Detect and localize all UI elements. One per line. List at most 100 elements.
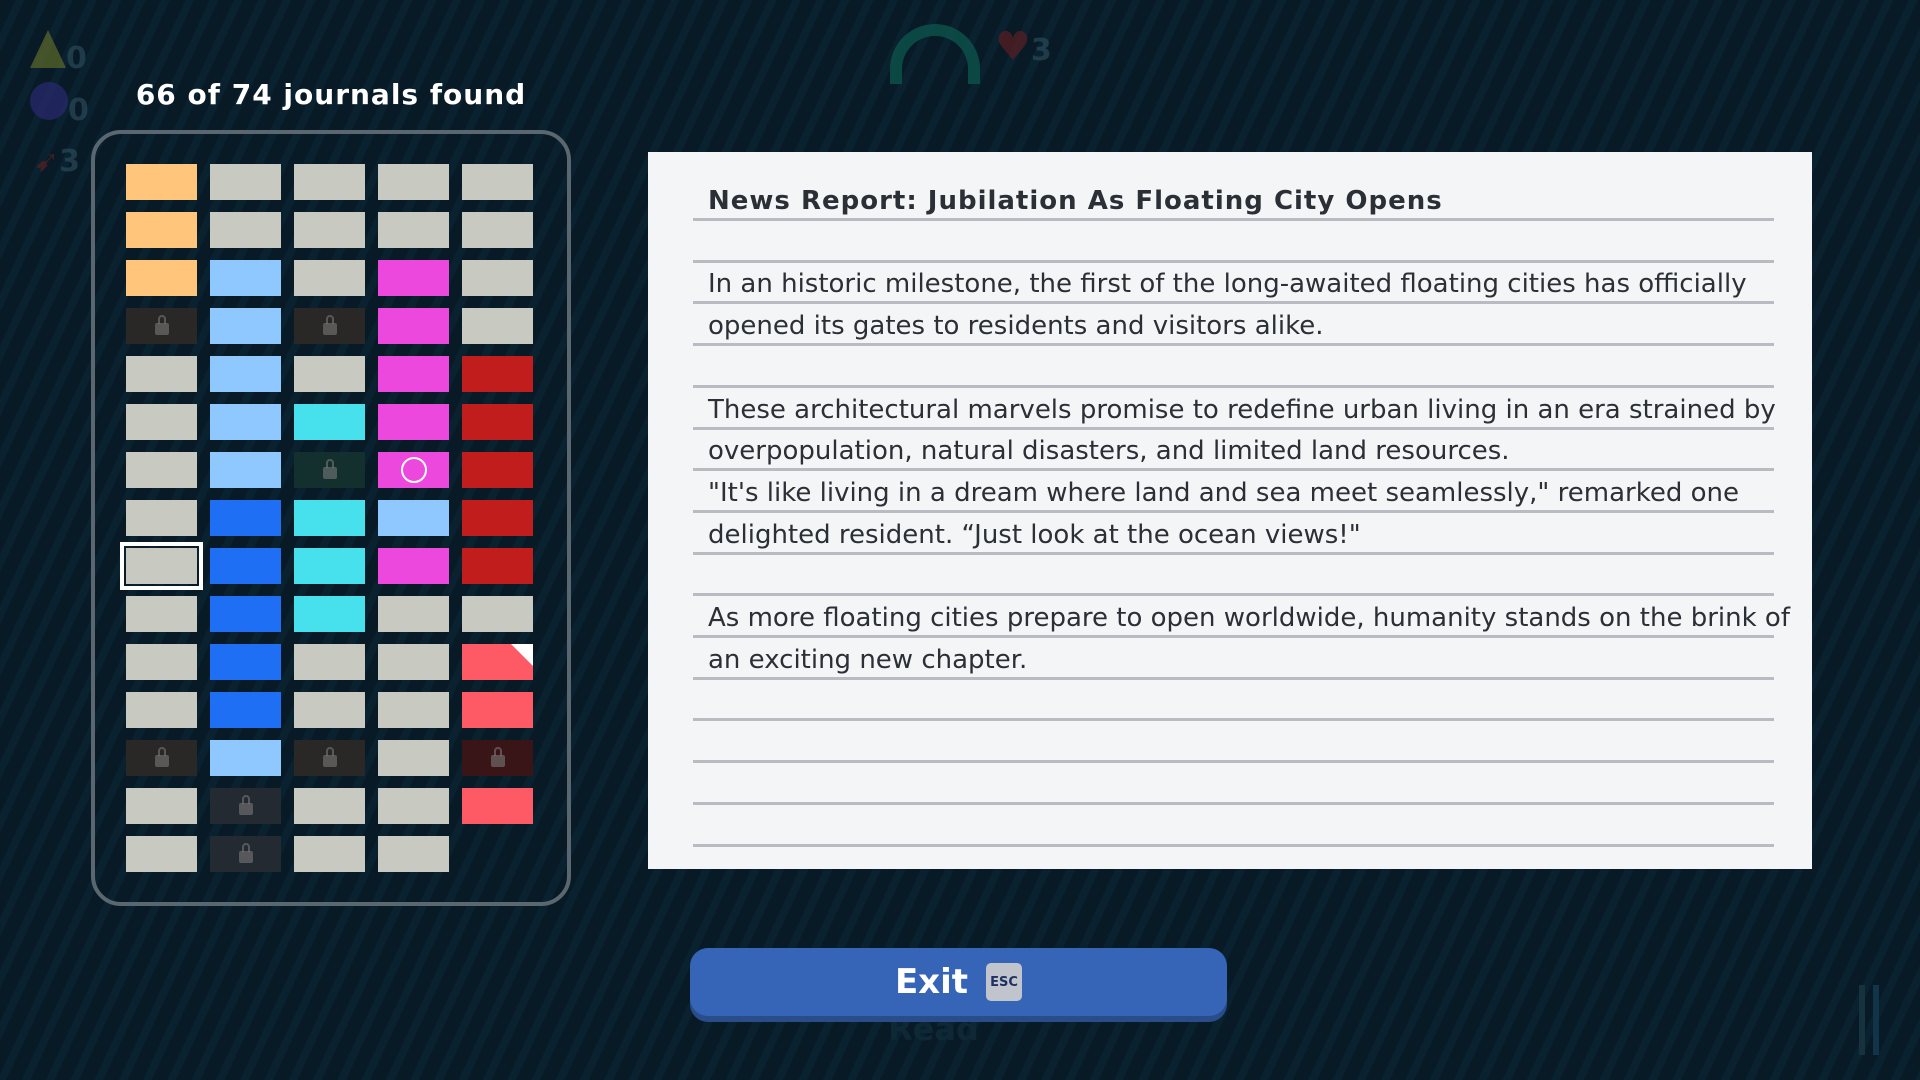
journal-slot[interactable] xyxy=(462,260,533,296)
ruled-line xyxy=(693,468,1774,472)
journal-slot[interactable] xyxy=(210,596,281,632)
lock-icon xyxy=(322,315,337,335)
journal-slot[interactable] xyxy=(210,548,281,584)
ruled-line xyxy=(693,676,1774,680)
journal-slot[interactable] xyxy=(294,788,365,824)
exit-button[interactable]: Exit ESC xyxy=(690,948,1227,1016)
journal-slot[interactable] xyxy=(294,164,365,200)
journal-slot[interactable] xyxy=(126,164,197,200)
journal-slot[interactable] xyxy=(294,548,365,584)
journal-slot[interactable] xyxy=(294,644,365,680)
journal-grid-panel xyxy=(91,130,571,906)
lock-icon xyxy=(238,795,253,815)
journal-slot-locked[interactable] xyxy=(210,836,281,872)
journal-slot[interactable] xyxy=(378,500,449,536)
journal-slot[interactable] xyxy=(378,692,449,728)
journal-slot[interactable] xyxy=(462,404,533,440)
journal-slot[interactable] xyxy=(126,644,197,680)
journal-slot[interactable] xyxy=(462,788,533,824)
lock-icon xyxy=(490,747,505,767)
gauge-icon xyxy=(890,24,980,84)
journal-slot[interactable] xyxy=(378,356,449,392)
journal-slot[interactable] xyxy=(120,542,203,590)
journal-slot-locked[interactable] xyxy=(294,452,365,488)
journal-slot[interactable] xyxy=(126,500,197,536)
ruled-line xyxy=(693,218,1774,221)
journal-slot-locked[interactable] xyxy=(294,740,365,776)
journal-slot[interactable] xyxy=(462,452,533,488)
journal-slot[interactable] xyxy=(126,404,197,440)
journal-slot[interactable] xyxy=(210,164,281,200)
journal-slot[interactable] xyxy=(378,260,449,296)
journal-slot[interactable] xyxy=(210,404,281,440)
ruled-line xyxy=(693,259,1774,263)
journal-slot[interactable] xyxy=(126,596,197,632)
journal-slot[interactable] xyxy=(210,308,281,344)
journal-slot[interactable] xyxy=(294,404,365,440)
journal-slot[interactable] xyxy=(378,788,449,824)
journal-slot[interactable] xyxy=(126,356,197,392)
journal-slot-locked[interactable] xyxy=(462,740,533,776)
volume-slider[interactable] xyxy=(1855,985,1885,1055)
journal-slot[interactable] xyxy=(462,500,533,536)
journal-slot[interactable] xyxy=(378,452,449,488)
journal-slot[interactable] xyxy=(378,836,449,872)
journal-slot[interactable] xyxy=(462,692,533,728)
ruled-line xyxy=(693,593,1774,597)
journal-slot[interactable] xyxy=(294,692,365,728)
journal-slot[interactable] xyxy=(294,836,365,872)
journal-slot[interactable] xyxy=(210,644,281,680)
document-text-line: In an historic milestone, the first of t… xyxy=(708,269,1747,300)
journal-slot[interactable] xyxy=(210,452,281,488)
triangle-counter: 0 xyxy=(30,30,87,76)
journal-document: News Report: Jubilation As Floating City… xyxy=(648,152,1812,869)
journal-slot[interactable] xyxy=(210,260,281,296)
document-title: News Report: Jubilation As Floating City… xyxy=(708,186,1443,216)
journal-slot[interactable] xyxy=(462,356,533,392)
journal-slot[interactable] xyxy=(210,356,281,392)
journal-slot[interactable] xyxy=(294,596,365,632)
journal-slot[interactable] xyxy=(378,548,449,584)
ruled-line xyxy=(693,509,1774,513)
journal-slot[interactable] xyxy=(210,692,281,728)
journal-slot-locked[interactable] xyxy=(126,308,197,344)
journal-slot[interactable] xyxy=(210,212,281,248)
journal-slot[interactable] xyxy=(210,500,281,536)
journal-slot[interactable] xyxy=(294,356,365,392)
journal-slot-locked[interactable] xyxy=(126,740,197,776)
journal-slot-locked[interactable] xyxy=(294,308,365,344)
journal-slot[interactable] xyxy=(378,740,449,776)
journal-slot[interactable] xyxy=(294,500,365,536)
journal-slot[interactable] xyxy=(126,260,197,296)
journal-slot[interactable] xyxy=(378,308,449,344)
ball-counter: 0 xyxy=(30,82,89,128)
journal-slot[interactable] xyxy=(378,212,449,248)
journal-slot[interactable] xyxy=(126,212,197,248)
journal-slot[interactable] xyxy=(126,836,197,872)
journal-slot[interactable] xyxy=(462,644,533,680)
journal-slot[interactable] xyxy=(126,452,197,488)
lock-icon xyxy=(322,747,337,767)
journal-slot[interactable] xyxy=(462,308,533,344)
journal-slot[interactable] xyxy=(378,644,449,680)
journal-slot[interactable] xyxy=(462,212,533,248)
journal-slot[interactable] xyxy=(378,164,449,200)
journal-slot-locked[interactable] xyxy=(210,788,281,824)
ruled-line xyxy=(693,426,1774,430)
ruled-line xyxy=(693,343,1774,347)
document-text-line: an exciting new chapter. xyxy=(708,644,1028,675)
journal-slot[interactable] xyxy=(378,404,449,440)
journal-slot[interactable] xyxy=(126,788,197,824)
journal-slot[interactable] xyxy=(462,164,533,200)
ruled-line xyxy=(693,718,1774,722)
journal-slot[interactable] xyxy=(462,596,533,632)
journal-slot[interactable] xyxy=(126,692,197,728)
journal-slot[interactable] xyxy=(294,212,365,248)
journal-slot[interactable] xyxy=(294,260,365,296)
journal-slot[interactable] xyxy=(378,596,449,632)
heart-counter: ♥3 xyxy=(995,24,1052,70)
journal-slot[interactable] xyxy=(462,548,533,584)
journal-slot[interactable] xyxy=(210,740,281,776)
ball-icon xyxy=(30,82,68,120)
new-corner-icon xyxy=(511,644,533,666)
